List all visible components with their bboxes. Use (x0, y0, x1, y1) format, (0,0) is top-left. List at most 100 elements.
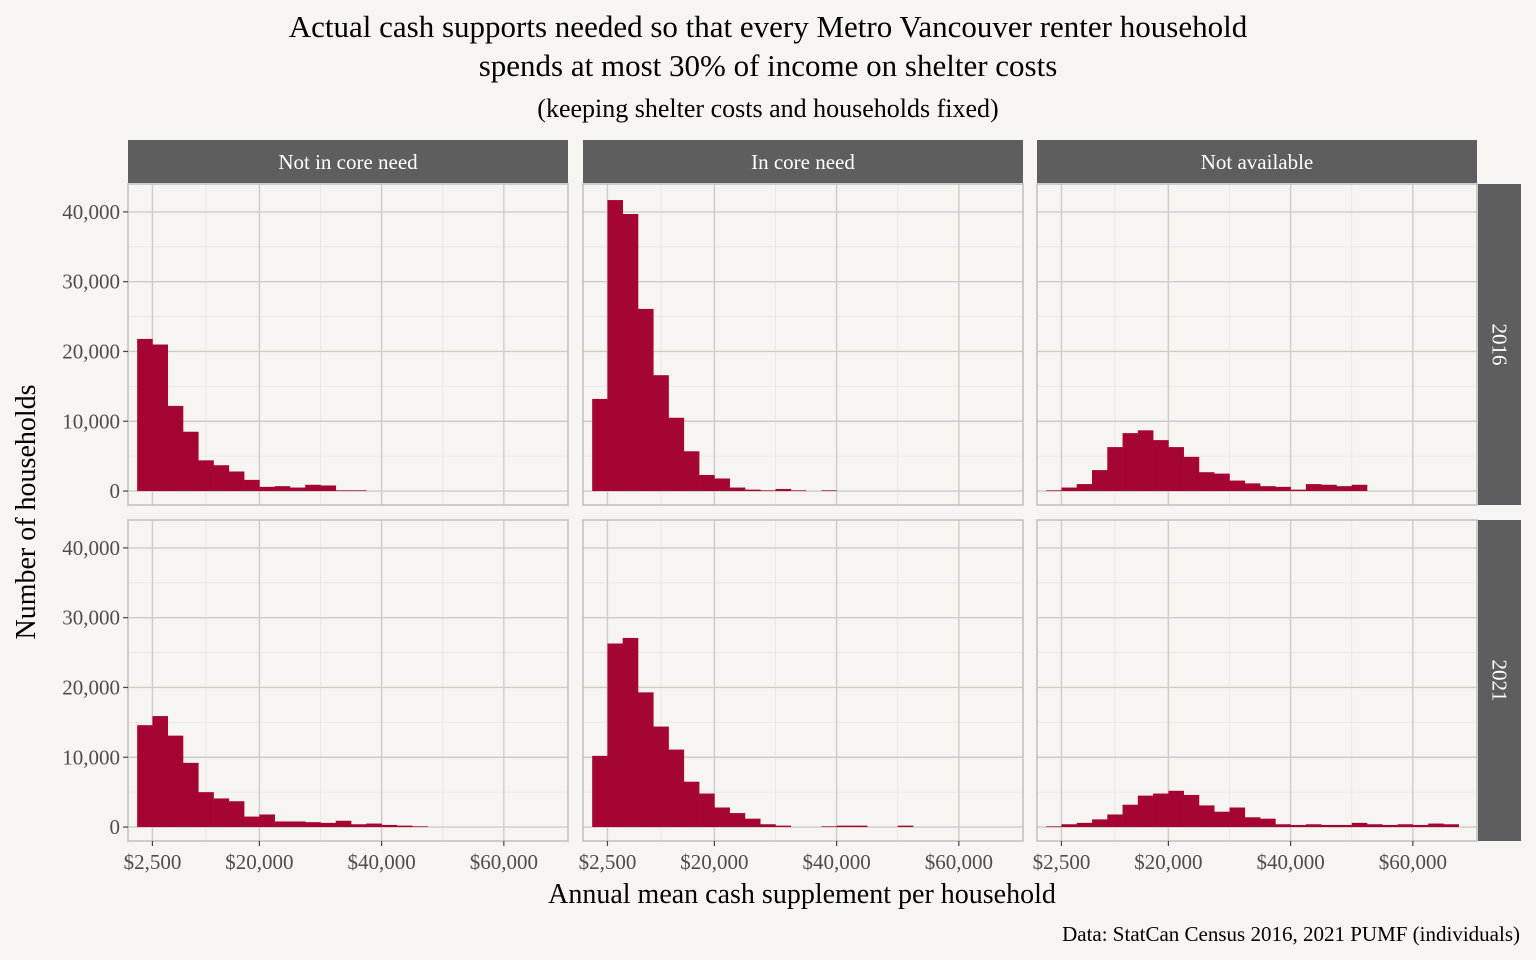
y-tick-label: 30,000 (62, 270, 120, 294)
histogram-bar (1244, 817, 1261, 828)
facet-strip-0 (128, 140, 568, 183)
x-tick-label: $40,000 (347, 850, 415, 874)
histogram-bar (1397, 824, 1414, 828)
histogram-bar (289, 487, 306, 492)
histogram-bar (1336, 486, 1353, 492)
histogram-bar (1443, 824, 1459, 828)
histogram-bar (1275, 486, 1291, 492)
histogram-bar (1107, 814, 1123, 828)
histogram-bar (683, 781, 700, 828)
histogram-bar (228, 471, 245, 492)
histogram-bar (213, 798, 230, 828)
facet-panels: Not in core need In core need Not availabl… (62, 140, 1521, 874)
histogram-bar (1198, 472, 1215, 492)
histogram-bar (622, 637, 639, 828)
histogram-bar (1092, 470, 1108, 492)
panel-background (1037, 184, 1477, 505)
histogram-bar (1260, 818, 1276, 828)
histogram-bar (1367, 824, 1383, 828)
histogram-bar (1198, 805, 1215, 828)
histogram-bar (335, 490, 352, 492)
histogram-bar (1351, 484, 1368, 492)
y-tick-label: 0 (110, 815, 121, 839)
histogram-bar (775, 825, 792, 828)
x-tick-label: $20,000 (680, 850, 748, 874)
x-tick-label: $60,000 (470, 850, 538, 874)
histogram-bar (1229, 480, 1246, 492)
panel-background (128, 184, 568, 505)
panel-border (1036, 183, 1478, 506)
histogram-bar (152, 344, 169, 492)
histogram-bar (1153, 793, 1169, 828)
histogram-bar (1321, 824, 1337, 828)
histogram-bar (1244, 483, 1261, 492)
histogram-bar (320, 822, 337, 828)
histogram-bar (305, 822, 321, 828)
histogram-bar (198, 460, 214, 492)
histogram-bar (699, 793, 715, 828)
histogram-bar (167, 735, 184, 828)
y-axis-label: Number of households (11, 384, 42, 639)
histogram-bar (607, 200, 624, 492)
histogram-bar (607, 643, 624, 828)
chart-subtitle: (keeping shelter costs and households fi… (537, 94, 998, 123)
y-tick-label: 20,000 (62, 339, 120, 363)
histogram-bar (744, 818, 761, 828)
y-tick-label: 30,000 (62, 606, 120, 630)
panel-2021-1: $2,500 $20,000 $40,000 $60,000 (579, 519, 1024, 874)
histogram-bar (1428, 823, 1444, 828)
histogram-bar (592, 755, 608, 828)
histogram-bar (183, 762, 199, 828)
histogram-bar (1076, 484, 1093, 492)
histogram-bar (1107, 447, 1123, 492)
histogram-bar (1168, 447, 1184, 492)
histogram-bar (729, 813, 746, 828)
histogram-bar (744, 489, 761, 492)
panel-2016-0: 0 10,000 20,000 30,000 40,000 (62, 183, 569, 506)
histogram-bar (1382, 824, 1398, 828)
histogram-bar (1305, 484, 1322, 492)
histogram-bar (1183, 456, 1200, 492)
row-strip-0 (1478, 184, 1521, 505)
histogram-bar (683, 451, 700, 492)
histogram-bar (1092, 819, 1108, 828)
histogram-bar (228, 801, 245, 828)
x-tick-label: $20,000 (225, 850, 293, 874)
histogram-bar (1168, 790, 1184, 828)
histogram-bar (351, 824, 367, 828)
histogram-bar (760, 824, 776, 828)
histogram-bar (897, 825, 914, 828)
histogram-bar (1153, 440, 1169, 492)
histogram-bar (653, 375, 669, 492)
histogram-bar (668, 417, 685, 492)
chart-title-line2: spends at most 30% of income on shelter … (479, 48, 1058, 83)
chart-caption: Data: StatCan Census 2016, 2021 PUMF (in… (1062, 922, 1520, 946)
histogram-bar (198, 792, 214, 828)
panel-background (1037, 520, 1477, 841)
facet-strip-2 (1037, 140, 1477, 183)
histogram-bar (351, 490, 367, 492)
histogram-bar (1061, 824, 1078, 828)
histogram-bar (366, 823, 382, 828)
histogram-bar (1046, 490, 1062, 492)
histogram-bar (1305, 824, 1322, 828)
chart-title-line1: Actual cash supports needed so that ever… (289, 9, 1248, 44)
facet-strip-label: Not available (1201, 150, 1314, 174)
y-tick-label: 20,000 (62, 675, 120, 699)
panel-border (582, 183, 1024, 506)
panel-border (127, 519, 569, 842)
histogram-bar (622, 214, 639, 492)
histogram-bar (137, 725, 153, 828)
facet-strip-1 (583, 140, 1023, 183)
histogram-bar (167, 405, 184, 492)
histogram-bar (1321, 484, 1337, 492)
histogram-bar (1275, 824, 1291, 828)
facet-strip-label: Not in core need (278, 150, 418, 174)
panel-2016-1 (582, 183, 1024, 506)
histogram-bar (592, 398, 608, 492)
histogram-bar (714, 478, 730, 492)
histogram-bar (851, 825, 868, 828)
histogram-bar (381, 824, 398, 828)
histogram-bar (289, 821, 306, 828)
